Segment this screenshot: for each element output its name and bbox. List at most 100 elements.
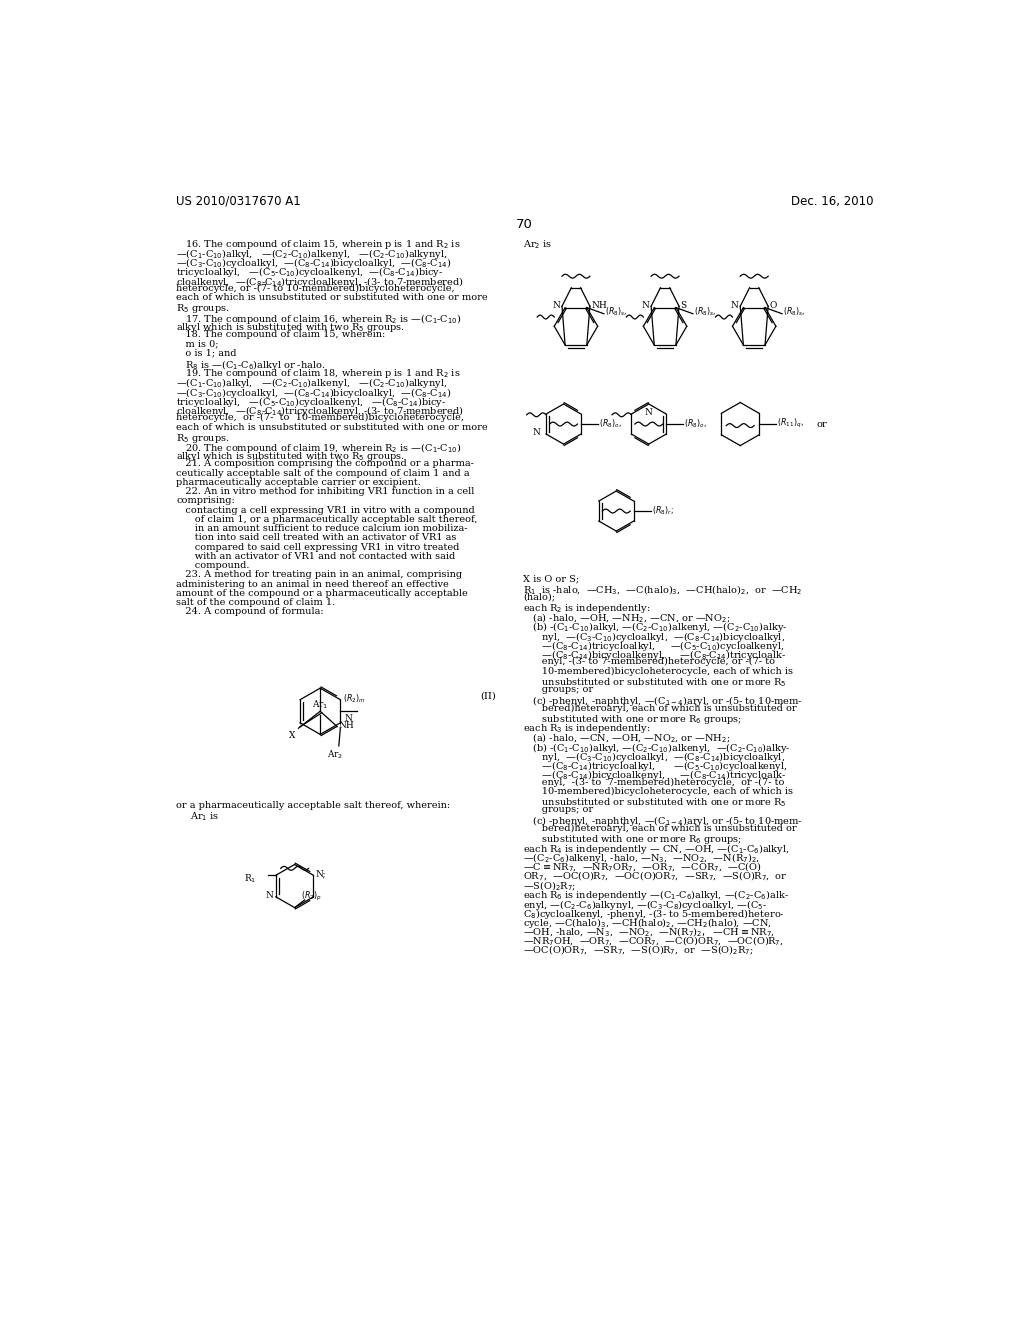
Text: (a) -halo, —CN, —OH, —NO$_2$, or —NH$_2$;: (a) -halo, —CN, —OH, —NO$_2$, or —NH$_2$… [523, 731, 731, 744]
Text: Dec. 16, 2010: Dec. 16, 2010 [792, 194, 873, 207]
Text: heterocycle, or -(7- to 10-membered)bicycloheterocycle,: heterocycle, or -(7- to 10-membered)bicy… [176, 284, 455, 293]
Text: 21. A composition comprising the compound or a pharma-: 21. A composition comprising the compoun… [176, 459, 474, 469]
Text: each R$_4$ is independently — CN, —OH, —(C$_1$-C$_6$)alkyl,: each R$_4$ is independently — CN, —OH, —… [523, 842, 790, 857]
Text: $(R_8)_r;$: $(R_8)_r;$ [651, 504, 674, 516]
Text: compound.: compound. [176, 561, 250, 570]
Text: enyl,  -(3- to  7-membered)heterocycle,  or -(7- to: enyl, -(3- to 7-membered)heterocycle, or… [523, 777, 784, 787]
Text: (II): (II) [480, 692, 497, 701]
Text: —(C$_1$-C$_{10}$)alkyl,   —(C$_2$-C$_{10}$)alkenyl,   —(C$_2$-C$_{10}$)alkynyl,: —(C$_1$-C$_{10}$)alkyl, —(C$_2$-C$_{10}$… [176, 376, 447, 391]
Text: or a pharmaceutically acceptable salt thereof, wherein:: or a pharmaceutically acceptable salt th… [176, 801, 451, 810]
Text: tricycloalkyl,   —(C$_5$-C$_{10}$)cycloalkenyl,   —(C$_8$-C$_{14}$)bicy-: tricycloalkyl, —(C$_5$-C$_{10}$)cycloalk… [176, 395, 446, 409]
Text: 16. The compound of claim 15, wherein p is 1 and R$_2$ is: 16. The compound of claim 15, wherein p … [176, 238, 461, 251]
Text: pharmaceutically acceptable carrier or excipient.: pharmaceutically acceptable carrier or e… [176, 478, 421, 487]
Text: tricycloalkyl,   —(C$_5$-C$_{10}$)cycloalkenyl,  —(C$_8$-C$_{14}$)bicy-: tricycloalkyl, —(C$_5$-C$_{10}$)cycloalk… [176, 265, 443, 280]
Text: —(C$_8$-C$_{14}$)tricycloalkyl,      —(C$_5$-C$_{10}$)cycloalkenyl,: —(C$_8$-C$_{14}$)tricycloalkyl, —(C$_5$-… [523, 759, 788, 774]
Text: (a) -halo, —OH, —NH$_2$, —CN, or —NO$_2$;: (a) -halo, —OH, —NH$_2$, —CN, or —NO$_2$… [523, 611, 731, 624]
Text: comprising:: comprising: [176, 496, 234, 506]
Text: N: N [344, 714, 352, 722]
Text: each of which is unsubstituted or substituted with one or more: each of which is unsubstituted or substi… [176, 422, 487, 432]
Text: nyl,  —(C$_3$-C$_{10}$)cycloalkyl,  —(C$_8$-C$_{14}$)bicycloalkyl,: nyl, —(C$_3$-C$_{10}$)cycloalkyl, —(C$_8… [523, 750, 785, 764]
Text: $(R_8)_s,$: $(R_8)_s,$ [693, 306, 716, 318]
Text: $(R_8)_s,$: $(R_8)_s,$ [783, 306, 806, 318]
Text: each R$_3$ is independently:: each R$_3$ is independently: [523, 722, 651, 735]
Text: or: or [816, 420, 827, 429]
Text: —C$\equiv$NR$_7$,  —NR$_7$OR$_7$,  —OR$_7$,  —COR$_7$,  —C(O): —C$\equiv$NR$_7$, —NR$_7$OR$_7$, —OR$_7$… [523, 861, 762, 874]
Text: alkyl which is substituted with two R$_5$ groups.: alkyl which is substituted with two R$_5… [176, 450, 404, 463]
Text: of claim 1, or a pharmaceutically acceptable salt thereof,: of claim 1, or a pharmaceutically accept… [176, 515, 477, 524]
Text: $(R_8)_o,$: $(R_8)_o,$ [684, 417, 708, 429]
Text: NH: NH [592, 301, 607, 310]
Text: enyl, -(3- to 7-membered)heterocycle, or -(7- to: enyl, -(3- to 7-membered)heterocycle, or… [523, 657, 775, 667]
Text: bered)heteroaryl, each of which is unsubstituted or: bered)heteroaryl, each of which is unsub… [523, 704, 797, 713]
Text: O: O [770, 301, 777, 310]
Text: alkyl which is substituted with two R$_5$ groups.: alkyl which is substituted with two R$_5… [176, 321, 404, 334]
Text: N: N [553, 301, 560, 310]
Text: (c) -phenyl, -naphthyl, —(C$_{1-4}$)aryl, or -(5- to 10-mem-: (c) -phenyl, -naphthyl, —(C$_{1-4}$)aryl… [523, 814, 803, 829]
Text: $(R_8)_o,$: $(R_8)_o,$ [599, 417, 622, 429]
Text: 70: 70 [516, 218, 534, 231]
Text: N;: N; [315, 870, 327, 878]
Text: —NR$_7$OH,  —OR$_7$,  —COR$_7$,  —C(O)OR$_7$,  —OC(O)R$_7$,: —NR$_7$OH, —OR$_7$, —COR$_7$, —C(O)OR$_7… [523, 935, 783, 948]
Text: R$_5$ groups.: R$_5$ groups. [176, 302, 229, 315]
Text: enyl, —(C$_2$-C$_6$)alkynyl, —(C$_3$-C$_8$)cycloalkyl, —(C$_5$-: enyl, —(C$_2$-C$_6$)alkynyl, —(C$_3$-C$_… [523, 898, 767, 912]
Text: R$_5$ groups.: R$_5$ groups. [176, 432, 229, 445]
Text: cloalkenyl,  —(C$_8$-C$_{14}$)tricycloalkenyl, -(3- to 7-membered): cloalkenyl, —(C$_8$-C$_{14}$)tricycloalk… [176, 404, 464, 418]
Text: groups; or: groups; or [523, 685, 593, 694]
Text: each R$_6$ is independently —(C$_1$-C$_6$)alkyl, —(C$_2$-C$_6$)alk-: each R$_6$ is independently —(C$_1$-C$_6… [523, 888, 790, 903]
Text: cloalkenyl,  —(C$_8$-C$_{14}$)tricycloalkenyl, -(3- to 7-membered): cloalkenyl, —(C$_8$-C$_{14}$)tricycloalk… [176, 275, 464, 289]
Text: 10-membered)bicycloheterocycle, each of which is: 10-membered)bicycloheterocycle, each of … [523, 667, 794, 676]
Text: —(C$_8$-C$_{14}$)bicycloalkenyl,     —(C$_8$-C$_{14}$)tricycloalk-: —(C$_8$-C$_{14}$)bicycloalkenyl, —(C$_8$… [523, 768, 786, 783]
Text: N: N [265, 891, 273, 900]
Text: unsubstituted or substituted with one or more R$_5$: unsubstituted or substituted with one or… [523, 676, 786, 689]
Text: bered)heteroaryl, each of which is unsubstituted or: bered)heteroaryl, each of which is unsub… [523, 824, 797, 833]
Text: N: N [645, 408, 652, 417]
Text: salt of the compound of claim 1.: salt of the compound of claim 1. [176, 598, 335, 607]
Text: —(C$_8$-C$_{14}$)bicycloalkenyl,     —(C$_8$-C$_{14}$)tricycloalk-: —(C$_8$-C$_{14}$)bicycloalkenyl, —(C$_8$… [523, 648, 786, 663]
Text: 22. An in vitro method for inhibiting VR1 function in a cell: 22. An in vitro method for inhibiting VR… [176, 487, 474, 496]
Text: substituted with one or more R$_6$ groups;: substituted with one or more R$_6$ group… [523, 833, 742, 846]
Text: N: N [642, 301, 649, 310]
Text: 19. The compound of claim 18, wherein p is 1 and R$_2$ is: 19. The compound of claim 18, wherein p … [176, 367, 461, 380]
Text: —(C$_8$-C$_{14}$)tricycloalkyl,     —(C$_5$-C$_{10}$)cycloalkenyl,: —(C$_8$-C$_{14}$)tricycloalkyl, —(C$_5$-… [523, 639, 785, 653]
Text: —OC(O)OR$_7$,  —SR$_7$,  —S(O)R$_7$,  or  —S(O)$_2$R$_7$;: —OC(O)OR$_7$, —SR$_7$, —S(O)R$_7$, or —S… [523, 944, 754, 957]
Text: C$_8$)cycloalkenyl, -phenyl, -(3- to 5-membered)hetero-: C$_8$)cycloalkenyl, -phenyl, -(3- to 5-m… [523, 907, 785, 921]
Text: Ar$_2$ is: Ar$_2$ is [523, 238, 553, 251]
Text: 24. A compound of formula:: 24. A compound of formula: [176, 607, 324, 616]
Text: R$_8$ is —(C$_1$-C$_6$)alkyl or -halo.: R$_8$ is —(C$_1$-C$_6$)alkyl or -halo. [176, 358, 326, 372]
Text: 17. The compound of claim 16, wherein R$_2$ is —(C$_1$-C$_{10}$): 17. The compound of claim 16, wherein R$… [176, 312, 462, 326]
Text: Ar$_1$ is: Ar$_1$ is [190, 810, 219, 824]
Text: nyl,  —(C$_3$-C$_{10}$)cycloalkyl,  —(C$_8$-C$_{14}$)bicycloalkyl,: nyl, —(C$_3$-C$_{10}$)cycloalkyl, —(C$_8… [523, 630, 785, 644]
Text: 10-membered)bicycloheterocycle, each of which is: 10-membered)bicycloheterocycle, each of … [523, 787, 794, 796]
Text: compared to said cell expressing VR1 in vitro treated: compared to said cell expressing VR1 in … [176, 543, 460, 552]
Text: Ar$_2$: Ar$_2$ [327, 748, 343, 760]
Text: groups; or: groups; or [523, 805, 593, 814]
Text: unsubstituted or substituted with one or more R$_5$: unsubstituted or substituted with one or… [523, 796, 786, 809]
Text: OR$_7$,  —OC(O)R$_7$,  —OC(O)OR$_7$,  —SR$_7$,  —S(O)R$_7$,  or: OR$_7$, —OC(O)R$_7$, —OC(O)OR$_7$, —SR$_… [523, 870, 787, 883]
Text: —OH, -halo, —N$_3$,  —NO$_2$,  —N(R$_7$)$_2,$  —CH$\equiv$NR$_7$,: —OH, -halo, —N$_3$, —NO$_2$, —N(R$_7$)$_… [523, 925, 775, 939]
Text: substituted with one or more R$_6$ groups;: substituted with one or more R$_6$ group… [523, 713, 742, 726]
Text: m is 0;: m is 0; [176, 339, 218, 348]
Text: (b) -(C$_1$-C$_{10}$)alkyl, —(C$_2$-C$_{10}$)alkenyl,  —(C$_2$-C$_{10}$)alky-: (b) -(C$_1$-C$_{10}$)alkyl, —(C$_2$-C$_{… [523, 741, 791, 755]
Text: amount of the compound or a pharmaceutically acceptable: amount of the compound or a pharmaceutic… [176, 589, 468, 598]
Text: o is 1; and: o is 1; and [176, 348, 237, 358]
Text: 18. The compound of claim 15, wherein:: 18. The compound of claim 15, wherein: [176, 330, 385, 339]
Text: 20. The compound of claim 19, wherein R$_2$ is —(C$_1$-C$_{10}$): 20. The compound of claim 19, wherein R$… [176, 441, 462, 455]
Text: —(C$_1$-C$_{10}$)alkyl,   —(C$_2$-C$_{10}$)alkenyl,   —(C$_2$-C$_{10}$)alkynyl,: —(C$_1$-C$_{10}$)alkyl, —(C$_2$-C$_{10}$… [176, 247, 447, 261]
Text: administering to an animal in need thereof an effective: administering to an animal in need there… [176, 579, 449, 589]
Text: 23. A method for treating pain in an animal, comprising: 23. A method for treating pain in an ani… [176, 570, 462, 579]
Text: (c) -phenyl, -naphthyl, —(C$_{1-4}$)aryl, or -(5- to 10-mem-: (c) -phenyl, -naphthyl, —(C$_{1-4}$)aryl… [523, 694, 803, 709]
Text: N: N [731, 301, 738, 310]
Text: NH: NH [339, 721, 354, 730]
Text: (halo);: (halo); [523, 593, 555, 602]
Text: each of which is unsubstituted or substituted with one or more: each of which is unsubstituted or substi… [176, 293, 487, 302]
Text: US 2010/0317670 A1: US 2010/0317670 A1 [176, 194, 301, 207]
Text: $(R_8)_s,$: $(R_8)_s,$ [604, 306, 627, 318]
Text: tion into said cell treated with an activator of VR1 as: tion into said cell treated with an acti… [176, 533, 457, 543]
Text: with an activator of VR1 and not contacted with said: with an activator of VR1 and not contact… [176, 552, 456, 561]
Text: N: N [532, 428, 541, 437]
Text: heterocycle,  or -(7-  to  10-membered)bicycloheterocycle,: heterocycle, or -(7- to 10-membered)bicy… [176, 413, 464, 422]
Text: X: X [289, 730, 296, 739]
Text: $(R_{11})_q,$: $(R_{11})_q,$ [777, 417, 804, 430]
Text: each R$_2$ is independently:: each R$_2$ is independently: [523, 602, 651, 615]
Text: —(C$_2$-C$_6$)alkenyl, -halo, —N$_3$,  —NO$_2$,  —N(R$_7$)$_2$,: —(C$_2$-C$_6$)alkenyl, -halo, —N$_3$, —N… [523, 851, 760, 866]
